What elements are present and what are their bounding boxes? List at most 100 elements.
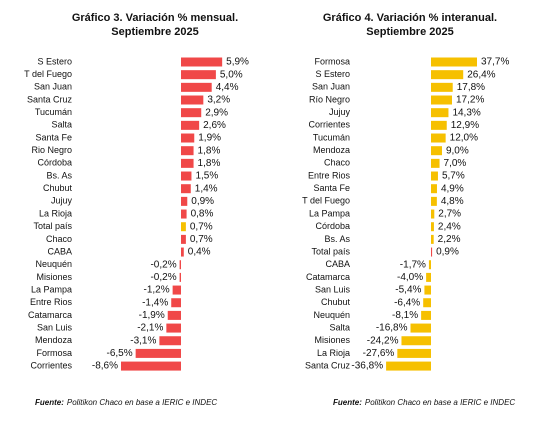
source-text: Politikon Chaco en base a IERIC e INDEC: [365, 398, 516, 407]
category-label: Corrientes: [308, 120, 350, 130]
value-label: -1,9%: [139, 310, 165, 321]
category-label: Mendoza: [35, 335, 72, 345]
category-label: Rio Negro: [31, 145, 72, 155]
category-label: Río Negro: [309, 94, 350, 104]
category-label: San Juan: [312, 82, 350, 92]
bar: [181, 209, 187, 219]
bar: [179, 272, 181, 282]
bar: [431, 133, 446, 143]
bar: [431, 247, 433, 257]
value-label: 2,6%: [203, 120, 226, 131]
bar: [166, 323, 181, 333]
source: Fuente: Politikon Chaco en base a IERIC e…: [35, 398, 217, 407]
value-label: 1,8%: [198, 158, 221, 169]
bar: [431, 146, 442, 156]
value-label: 12,9%: [451, 120, 479, 131]
value-label: 2,9%: [205, 107, 228, 118]
value-label: -0,2%: [150, 272, 176, 283]
bar: [431, 158, 440, 168]
value-label: -27,6%: [363, 348, 395, 359]
category-label: Salta: [329, 322, 350, 332]
category-label: Formosa: [314, 56, 350, 66]
value-label: -1,7%: [400, 259, 426, 270]
bar: [431, 95, 452, 105]
bar: [431, 196, 437, 206]
chart-subtitle: Septiembre 2025: [111, 26, 198, 38]
bar: [431, 82, 453, 92]
source: Fuente: Politikon Chaco en base a IERIC e…: [333, 398, 515, 407]
value-label: 2,2%: [438, 234, 461, 245]
category-label: Mendoza: [313, 145, 350, 155]
bar: [172, 285, 181, 295]
value-label: 1,8%: [198, 145, 221, 156]
value-label: -0,2%: [150, 259, 176, 270]
category-label: CABA: [325, 259, 350, 269]
bar: [410, 323, 431, 333]
value-label: 1,4%: [195, 183, 218, 194]
source-text: Politikon Chaco en base a IERIC e INDEC: [67, 398, 218, 407]
bar: [181, 146, 194, 156]
bar: [431, 184, 437, 194]
value-label: 4,8%: [441, 196, 464, 207]
bar: [431, 209, 435, 219]
category-label: Corrientes: [30, 360, 72, 370]
category-label: Tucumán: [313, 132, 350, 142]
value-label: 2,7%: [438, 209, 461, 220]
value-label: -6,5%: [107, 348, 133, 359]
value-label: 5,7%: [442, 171, 465, 182]
bar: [431, 70, 464, 80]
bar: [423, 298, 431, 308]
bar: [121, 361, 181, 371]
bar: [431, 234, 434, 244]
category-label: Santa Fe: [35, 132, 72, 142]
value-label: 5,9%: [226, 57, 249, 68]
value-label: 0,8%: [191, 209, 214, 220]
category-label: Misiones: [314, 335, 350, 345]
source-label: Fuente:: [333, 398, 362, 407]
bar: [431, 222, 434, 232]
value-label: 0,7%: [190, 234, 213, 245]
bar: [181, 196, 188, 206]
category-label: Entre Rios: [30, 297, 73, 307]
bar: [181, 158, 194, 168]
category-label: S Estero: [37, 56, 72, 66]
bar: [181, 108, 202, 118]
bar: [181, 171, 192, 181]
bar: [397, 348, 431, 358]
category-label: La Pampa: [31, 284, 72, 294]
bar: [401, 336, 431, 346]
category-label: La Rioja: [317, 348, 350, 358]
category-label: San Luis: [315, 284, 351, 294]
category-label: Salta: [51, 120, 72, 130]
category-label: Catamarca: [306, 272, 350, 282]
value-label: 3,2%: [207, 95, 230, 106]
value-label: 37,7%: [481, 57, 509, 68]
chart-subtitle: Septiembre 2025: [366, 26, 453, 38]
category-label: CABA: [47, 246, 72, 256]
value-label: 0,4%: [188, 247, 211, 258]
category-label: Santa Cruz: [27, 94, 73, 104]
category-label: S Estero: [315, 69, 350, 79]
value-label: 4,9%: [441, 183, 464, 194]
category-label: Chaco: [324, 158, 350, 168]
value-label: 4,4%: [216, 82, 239, 93]
category-label: Neuquén: [313, 310, 350, 320]
value-label: 17,8%: [457, 82, 485, 93]
bar: [181, 70, 216, 80]
bar: [171, 298, 181, 308]
category-label: Chubut: [43, 183, 73, 193]
bar: [426, 272, 431, 282]
bar: [428, 260, 431, 270]
bar: [179, 260, 181, 270]
value-label: 0,7%: [190, 221, 213, 232]
value-label: -2,1%: [137, 323, 163, 334]
category-label: Chaco: [46, 234, 72, 244]
value-label: -8,6%: [92, 361, 118, 372]
bar: [181, 222, 186, 232]
value-label: 14,3%: [452, 107, 480, 118]
bar: [431, 171, 438, 181]
bar: [386, 361, 431, 371]
bar: [135, 348, 181, 358]
value-label: 0,9%: [436, 247, 459, 258]
